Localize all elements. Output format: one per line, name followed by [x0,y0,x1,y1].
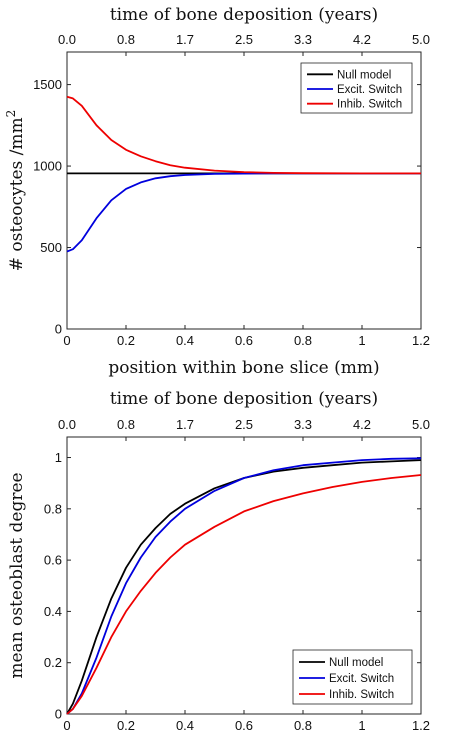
legend-entry-label: Excit. Switch [329,673,394,685]
y-tick-label: 0.6 [44,553,62,568]
top-x-axis-label: time of bone deposition (years) [110,5,378,25]
top-x-tick-label: 1.7 [176,417,194,432]
top-x-tick-label: 0.0 [58,32,76,47]
legend: Null model Excit. Switch Inhib. Switch [292,649,413,705]
y-axis-label-superscript: 2 [4,110,18,118]
x-tick-label: 0.4 [176,333,194,348]
y-tick-label: 0 [55,322,62,337]
y-tick-label: 0.4 [44,604,62,619]
y-axis-label-text: # osteocytes /mm [7,117,27,271]
series-line-excit-switch [66,457,422,715]
legend: Null model Excit. Switch Inhib. Switch [300,62,413,114]
series-line-inhib-switch [66,474,422,715]
x-axis-label: position within bone slice (mm) [108,358,379,378]
x-tick-label: 0.8 [294,333,312,348]
legend-box [300,62,413,114]
y-tick-label: 0.2 [44,655,62,670]
x-tick-label: 0.4 [176,718,194,733]
y-tick-label: 0.8 [44,501,62,516]
x-tick-label: 1.2 [412,718,430,733]
top-x-tick-label: 2.5 [235,32,253,47]
legend-entry-label: Excit. Switch [337,84,402,96]
legend-box [292,649,413,705]
osteocyte-density-chart: 0 0.0 0.2 0.8 0.4 1.7 0.6 2.5 0.8 3.3 1 4.2 1.2 5.0 0 5… [4,5,430,378]
x-tick-label: 0 [63,718,70,733]
y-tick-label: 0 [55,707,62,722]
x-tick-label: 0.8 [294,718,312,733]
top-x-tick-label: 5.0 [412,417,430,432]
legend-entry-label: Inhib. Switch [329,689,394,701]
series-line-inhib-switch [66,95,421,175]
y-tick-label: 500 [40,240,62,255]
top-x-axis-label: time of bone deposition (years) [110,389,378,409]
series-line-null-model [66,459,422,715]
x-tick-label: 0.2 [117,333,135,348]
top-x-tick-label: 0.8 [117,32,135,47]
y-tick-label: 1 [55,450,62,465]
series-line-excit-switch [66,172,421,253]
osteoblast-degree-chart: 0 0.0 0.2 0.8 0.4 1.7 0.6 2.5 0.8 3.3 1 4.2 1.2 5.0 0 0… [7,389,430,733]
top-x-tick-label: 0.8 [117,417,135,432]
x-tick-label: 1 [358,718,365,733]
legend-entry-label: Inhib. Switch [337,99,402,111]
y-axis-label: # osteocytes /mm2 [4,110,27,272]
x-tick-label: 0 [63,333,70,348]
x-tick-label: 1 [358,333,365,348]
x-tick-label: 1.2 [412,333,430,348]
top-x-tick-label: 4.2 [353,417,371,432]
y-tick-label: 1000 [33,159,62,174]
top-x-tick-label: 4.2 [353,32,371,47]
top-x-tick-label: 3.3 [294,417,312,432]
legend-entry-label: Null model [337,69,391,81]
top-x-tick-label: 2.5 [235,417,253,432]
y-axis-label: mean osteoblast degree [7,472,27,678]
top-x-tick-label: 1.7 [176,32,194,47]
y-axis-label-text: mean osteoblast degree [7,472,27,678]
top-x-tick-label: 0.0 [58,417,76,432]
x-tick-label: 0.6 [235,333,253,348]
x-tick-label: 0.6 [235,718,253,733]
x-tick-label: 0.2 [117,718,135,733]
top-x-tick-label: 3.3 [294,32,312,47]
legend-entry-label: Null model [329,657,383,669]
y-tick-label: 1500 [33,77,62,92]
top-x-tick-label: 5.0 [412,32,430,47]
